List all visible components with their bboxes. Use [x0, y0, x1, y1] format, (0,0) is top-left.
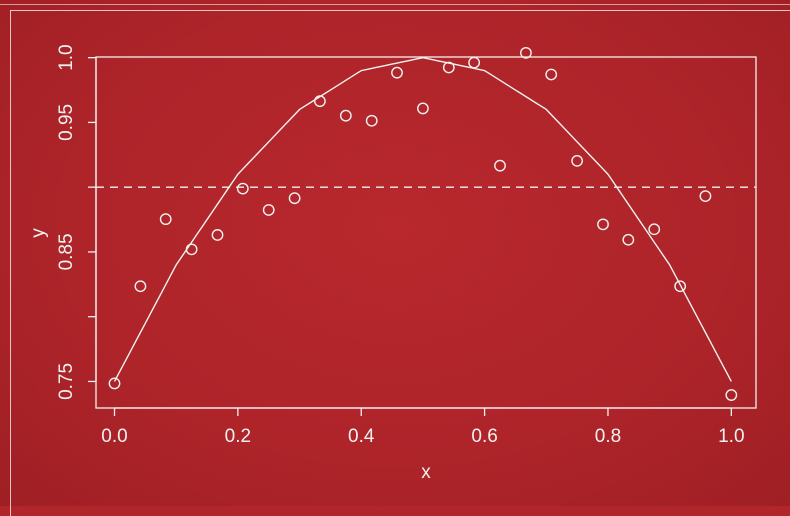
- data-point: [211, 229, 224, 241]
- data-point: [571, 154, 584, 167]
- y-tick-label: 1.0: [56, 44, 77, 70]
- data-point: [159, 213, 172, 226]
- data-point: [314, 95, 326, 108]
- data-point: [699, 190, 712, 203]
- data-point: [442, 61, 455, 74]
- plot-frame: [95, 56, 757, 409]
- data-point: [365, 114, 378, 127]
- y-tick-label: 0.85: [56, 233, 77, 270]
- data-point: [725, 389, 738, 401]
- data-point: [597, 218, 609, 231]
- data-point: [417, 102, 429, 115]
- data-point: [391, 66, 403, 79]
- top-border-line: [0, 4, 790, 5]
- data-point: [648, 223, 661, 236]
- data-point: [288, 192, 301, 205]
- x-tick-label: 0.6: [471, 426, 497, 447]
- x-tick-label: 0.4: [348, 426, 375, 447]
- data-point: [494, 159, 506, 172]
- data-point: [468, 56, 481, 69]
- data-point: [339, 109, 352, 122]
- x-tick-label: 1.0: [718, 426, 744, 447]
- data-point: [262, 204, 275, 216]
- x-tick-label: 0.8: [595, 426, 621, 447]
- x-tick-label: 0.0: [101, 426, 127, 447]
- y-axis-label: y: [28, 228, 49, 238]
- x-tick-label: 0.2: [225, 426, 251, 447]
- slide-frame: [10, 10, 790, 516]
- y-tick-label: 0.95: [56, 104, 77, 141]
- data-point: [236, 182, 249, 195]
- data-point: [674, 280, 687, 293]
- data-point: [134, 280, 147, 293]
- y-tick-label: 0.75: [56, 363, 77, 400]
- data-point: [108, 377, 121, 390]
- x-axis-label: x: [421, 462, 431, 483]
- fitted-curve: [113, 56, 732, 382]
- data-point: [622, 233, 635, 246]
- data-point: [545, 68, 558, 81]
- data-point: [185, 243, 198, 256]
- data-point: [520, 46, 532, 59]
